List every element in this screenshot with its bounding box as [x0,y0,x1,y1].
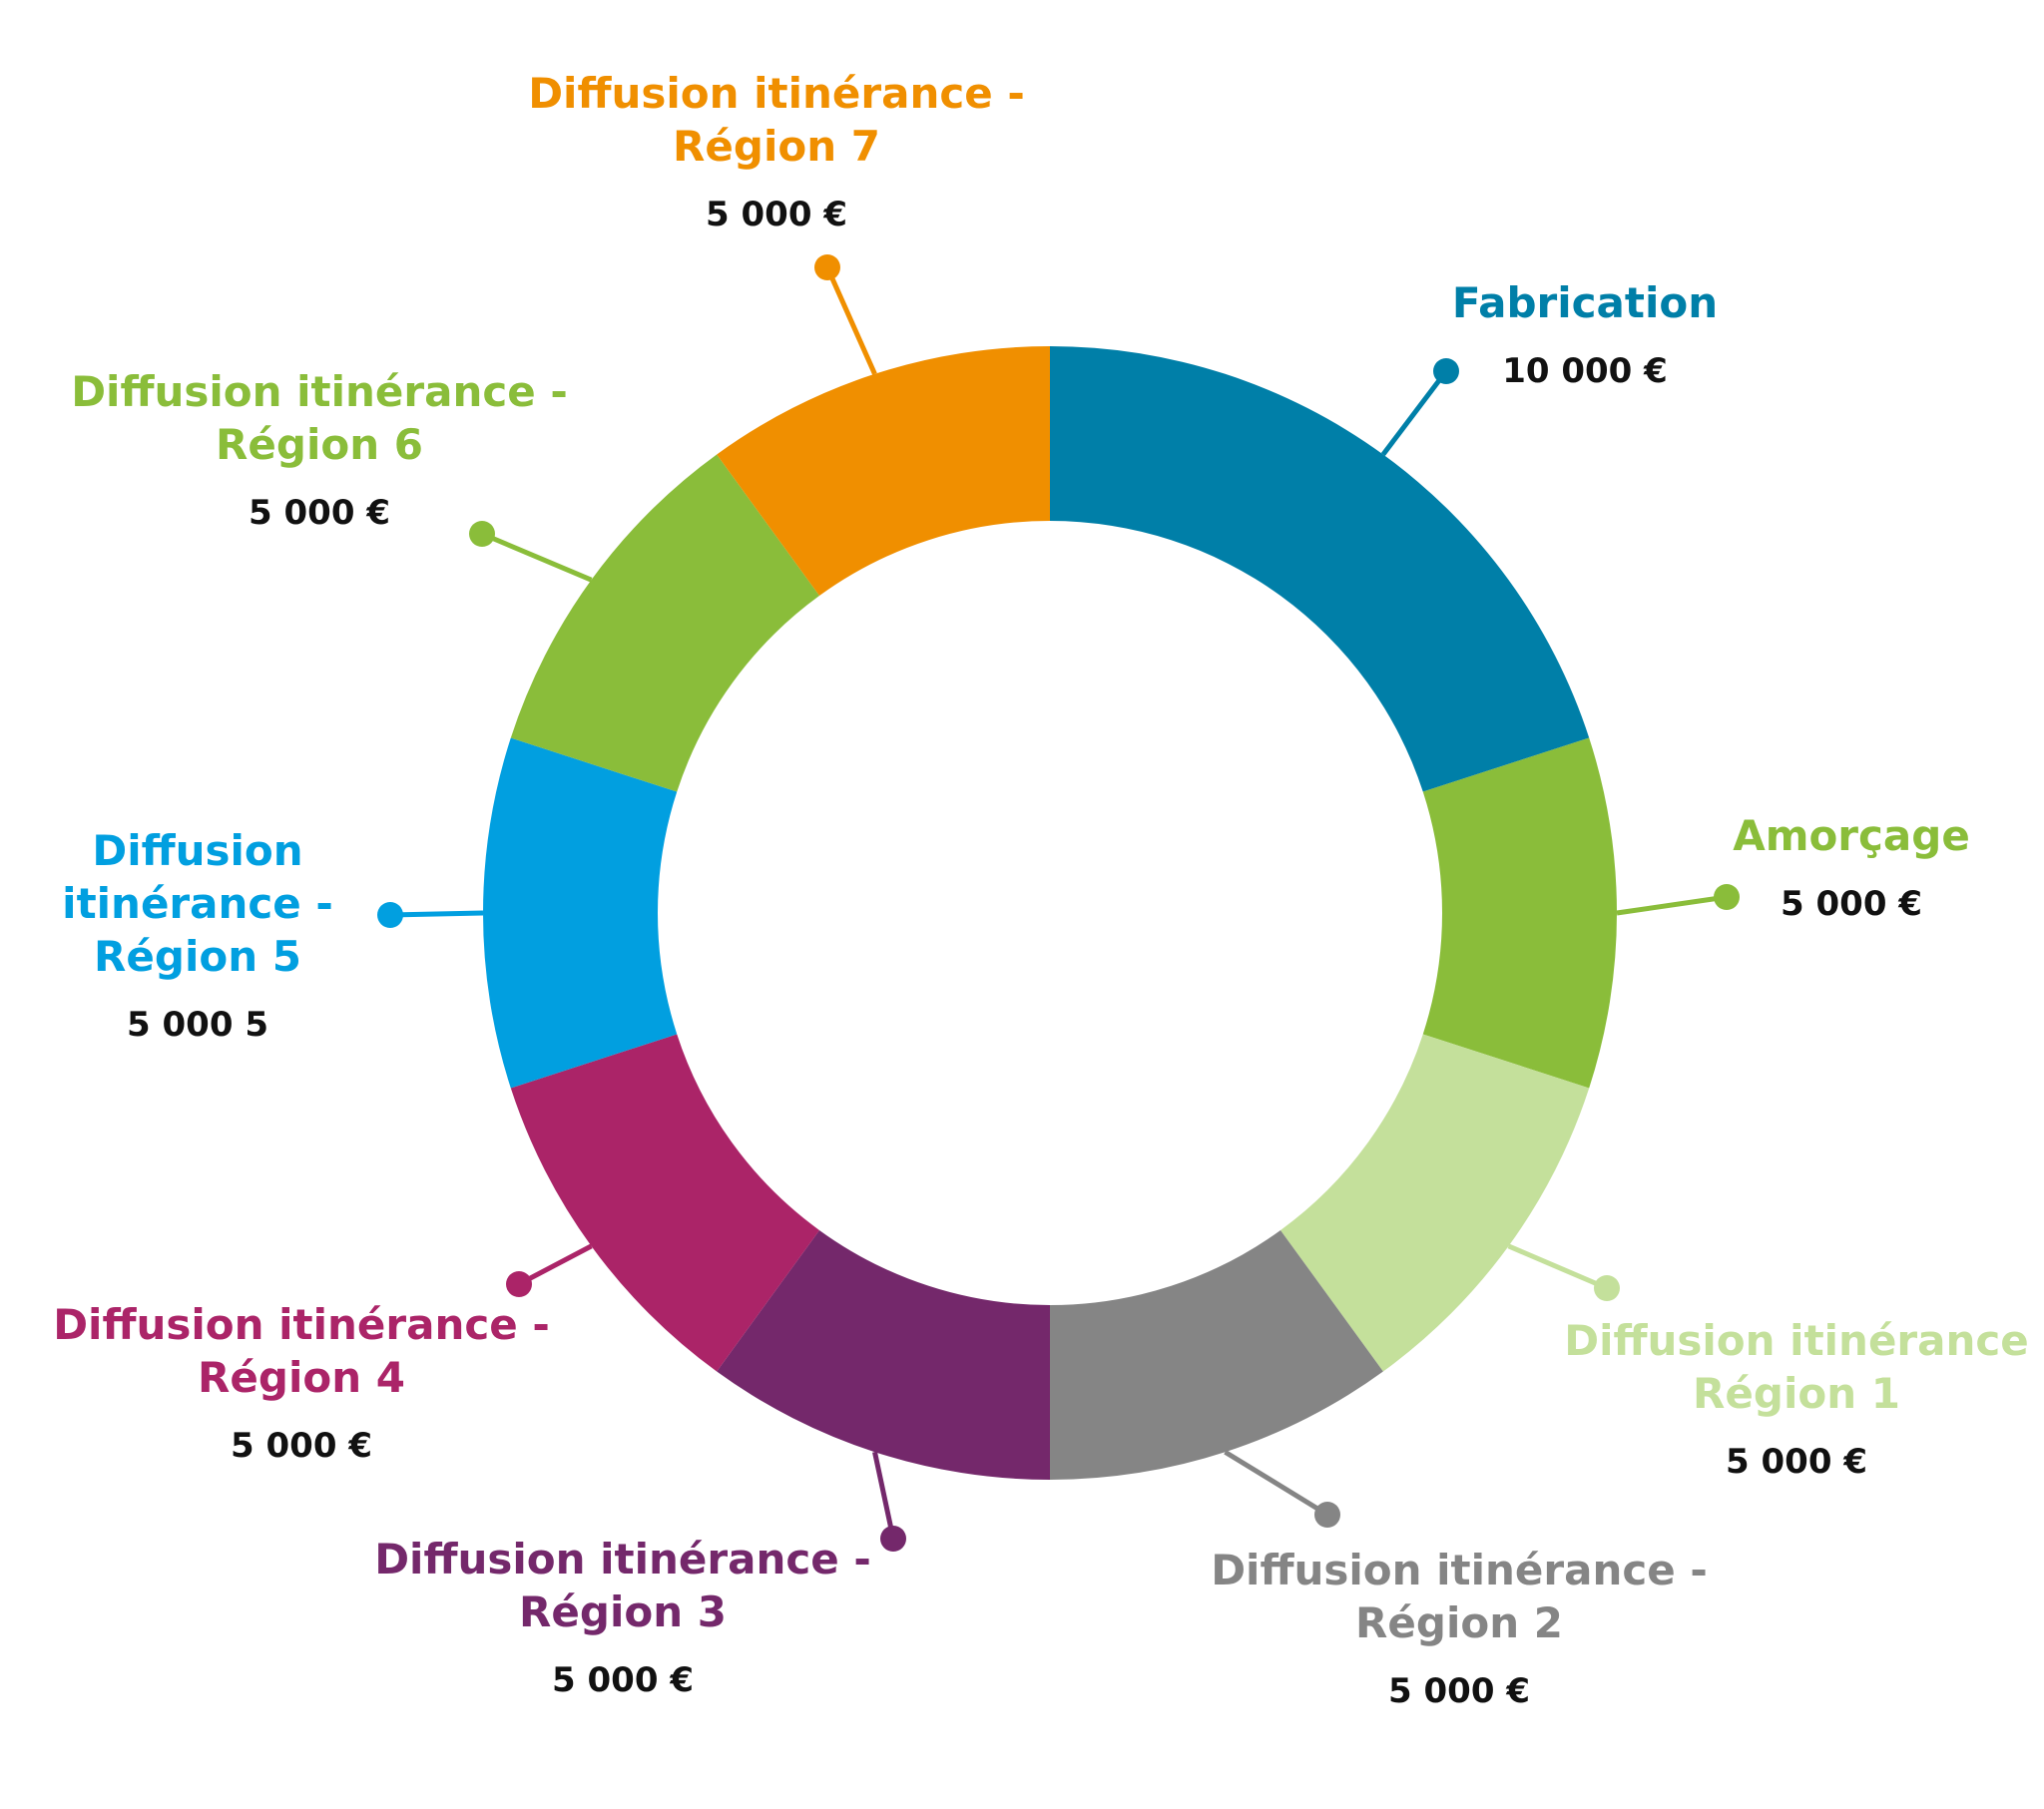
slice-label-3: Diffusion itinérance Région 1 [1564,1316,2029,1418]
leader-dot-7 [377,902,403,928]
slice-9 [717,346,1050,597]
slice-value-3: 5 000 € [1726,1442,1867,1482]
slice-value-9: 5 000 € [706,195,847,234]
slice-label-5: Diffusion itinérance -Région 3 [374,1535,871,1636]
slice-value-4: 5 000 € [1388,1671,1530,1711]
slice-label-1: Fabrication [1452,278,1718,327]
slice-4 [1050,1229,1383,1480]
leader-dot-4 [1314,1502,1340,1528]
slice-labels: Fabrication 10 000 € Amorçage 5 000 € Diffus… [53,69,2029,1711]
leader-dot-9 [814,254,840,280]
leader-line-9 [824,265,877,375]
slice-3 [1279,1034,1590,1372]
leader-lines [377,254,1740,1552]
slice-label-2: Amorçage [1733,811,1970,860]
slice-label-8: Diffusion itinérance -Région 6 [71,367,568,469]
leader-line-1 [1380,369,1448,456]
leader-dot-1 [1433,358,1459,384]
leader-dot-6 [506,1271,532,1297]
slice-value-6: 5 000 € [231,1426,372,1466]
slice-8 [510,454,820,792]
slice-value-7: 5 000 5 [127,1005,268,1045]
leader-line-6 [517,1243,593,1287]
leader-line-5 [872,1451,896,1540]
slice-value-5: 5 000 € [552,1660,694,1700]
leader-line-8 [481,531,593,583]
leader-line-7 [389,910,484,918]
slice-label-6: Diffusion itinérance -Région 4 [53,1300,550,1402]
slice-value-8: 5 000 € [249,493,390,533]
leader-dot-8 [469,521,495,547]
slice-value-2: 5 000 € [1781,884,1922,924]
slice-5 [717,1229,1050,1480]
donut-slices [482,346,1617,1480]
leader-dot-2 [1714,884,1740,910]
leader-line-3 [1507,1243,1608,1291]
slice-label-7: Diffusion itinérance -Région 5 [62,826,333,981]
slice-6 [510,1034,820,1372]
leader-dot-5 [880,1526,906,1552]
leader-line-4 [1224,1450,1329,1518]
slice-7 [482,737,678,1089]
slice-1 [1050,346,1590,792]
leader-line-2 [1616,894,1728,916]
slice-label-9: Diffusion itinérance -Région 7 [528,69,1025,171]
slice-2 [1422,737,1617,1089]
slice-value-1: 10 000 € [1502,351,1668,391]
leader-dot-3 [1594,1275,1620,1301]
slice-label-4: Diffusion itinérance -Région 2 [1211,1546,1708,1647]
